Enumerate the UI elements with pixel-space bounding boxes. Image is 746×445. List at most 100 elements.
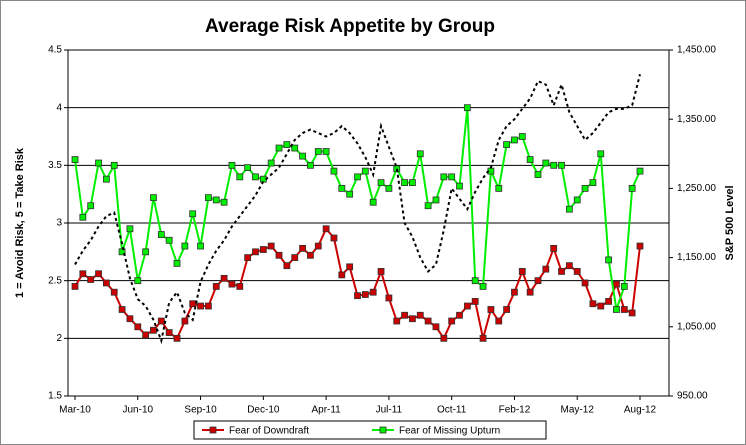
marker [518, 268, 526, 275]
y-tick-label: 2.5 [48, 275, 62, 286]
marker [542, 159, 550, 167]
marker [581, 184, 589, 192]
marker [456, 311, 463, 319]
marker [291, 144, 299, 152]
marker [613, 280, 620, 288]
marker [518, 133, 526, 140]
marker [558, 161, 565, 169]
y-tick-label: 4 [56, 102, 62, 113]
marker [330, 234, 338, 242]
marker [181, 317, 189, 325]
marker [605, 298, 613, 305]
marker [487, 306, 495, 313]
marker [307, 161, 314, 169]
marker [267, 159, 275, 167]
marker [118, 306, 126, 313]
marker [628, 184, 636, 192]
marker [110, 161, 118, 169]
marker [118, 248, 126, 256]
marker [338, 271, 346, 279]
marker [126, 225, 134, 233]
marker [589, 179, 597, 187]
marker [181, 242, 189, 250]
marker [573, 268, 581, 275]
marker [589, 300, 597, 308]
marker [95, 270, 102, 278]
marker [275, 251, 283, 259]
marker [565, 205, 573, 213]
marker [275, 144, 283, 152]
x-tick-label: Feb-12 [499, 405, 531, 416]
marker [71, 156, 79, 163]
marker [409, 315, 416, 323]
y-tick-label: 3 [56, 218, 62, 229]
marker [361, 291, 369, 298]
legend-box [193, 420, 547, 440]
marker [252, 173, 259, 181]
y-tick-label: 1.5 [48, 391, 62, 402]
marker [134, 277, 142, 285]
marker [503, 141, 510, 148]
marker [322, 225, 330, 233]
marker [205, 302, 212, 310]
marker [299, 152, 306, 160]
marker [314, 242, 322, 250]
marker [526, 288, 534, 296]
marker [573, 196, 581, 204]
marker [126, 315, 134, 323]
x-tick-label: Jul-11 [376, 405, 403, 416]
y2-tick-label: 1,050.00 [677, 321, 716, 332]
marker [142, 331, 150, 339]
x-tick-label: Jun-10 [122, 405, 153, 416]
marker [173, 334, 181, 342]
marker [142, 248, 150, 256]
y2-tick-label: 1,250.00 [677, 183, 716, 194]
marker [87, 276, 95, 283]
marker [79, 270, 87, 278]
index-line [74, 73, 641, 345]
marker [597, 150, 605, 158]
marker [110, 288, 118, 296]
marker [150, 326, 157, 334]
marker [581, 279, 589, 287]
marker [236, 173, 244, 181]
marker [440, 334, 448, 342]
marker [534, 277, 542, 285]
y-axis-title: 1 = Avoid Risk, 5 = Take Risk [14, 147, 26, 298]
marker [314, 148, 322, 155]
marker [526, 156, 534, 163]
x-tick-label: Mar-10 [59, 405, 91, 416]
marker [440, 173, 448, 181]
y2-axis-title: S&P 500 Level [724, 185, 736, 260]
marker [354, 173, 361, 181]
marker [79, 213, 87, 221]
marker [503, 306, 510, 313]
marker [550, 244, 558, 252]
y-tick-label: 3.5 [48, 160, 62, 171]
marker [377, 268, 385, 275]
marker [620, 306, 628, 313]
marker [205, 194, 212, 202]
marker [636, 242, 644, 250]
marker [479, 334, 487, 342]
marker [613, 306, 620, 313]
x-tick-label: Aug-12 [624, 405, 657, 416]
marker [456, 182, 463, 190]
marker [463, 104, 471, 112]
legend-marker [209, 426, 217, 434]
marker [346, 190, 354, 198]
marker [550, 161, 558, 169]
marker [628, 309, 636, 317]
legend-label: Fear of Missing Upturn [399, 426, 500, 437]
marker [102, 279, 110, 287]
marker [471, 298, 479, 305]
marker [448, 317, 456, 325]
marker [291, 254, 299, 262]
marker [432, 196, 440, 204]
marker [361, 167, 369, 175]
marker [244, 164, 252, 172]
x-tick-label: Dec-10 [247, 405, 280, 416]
marker [511, 288, 518, 296]
y2-tick-label: 1,150.00 [677, 252, 716, 263]
